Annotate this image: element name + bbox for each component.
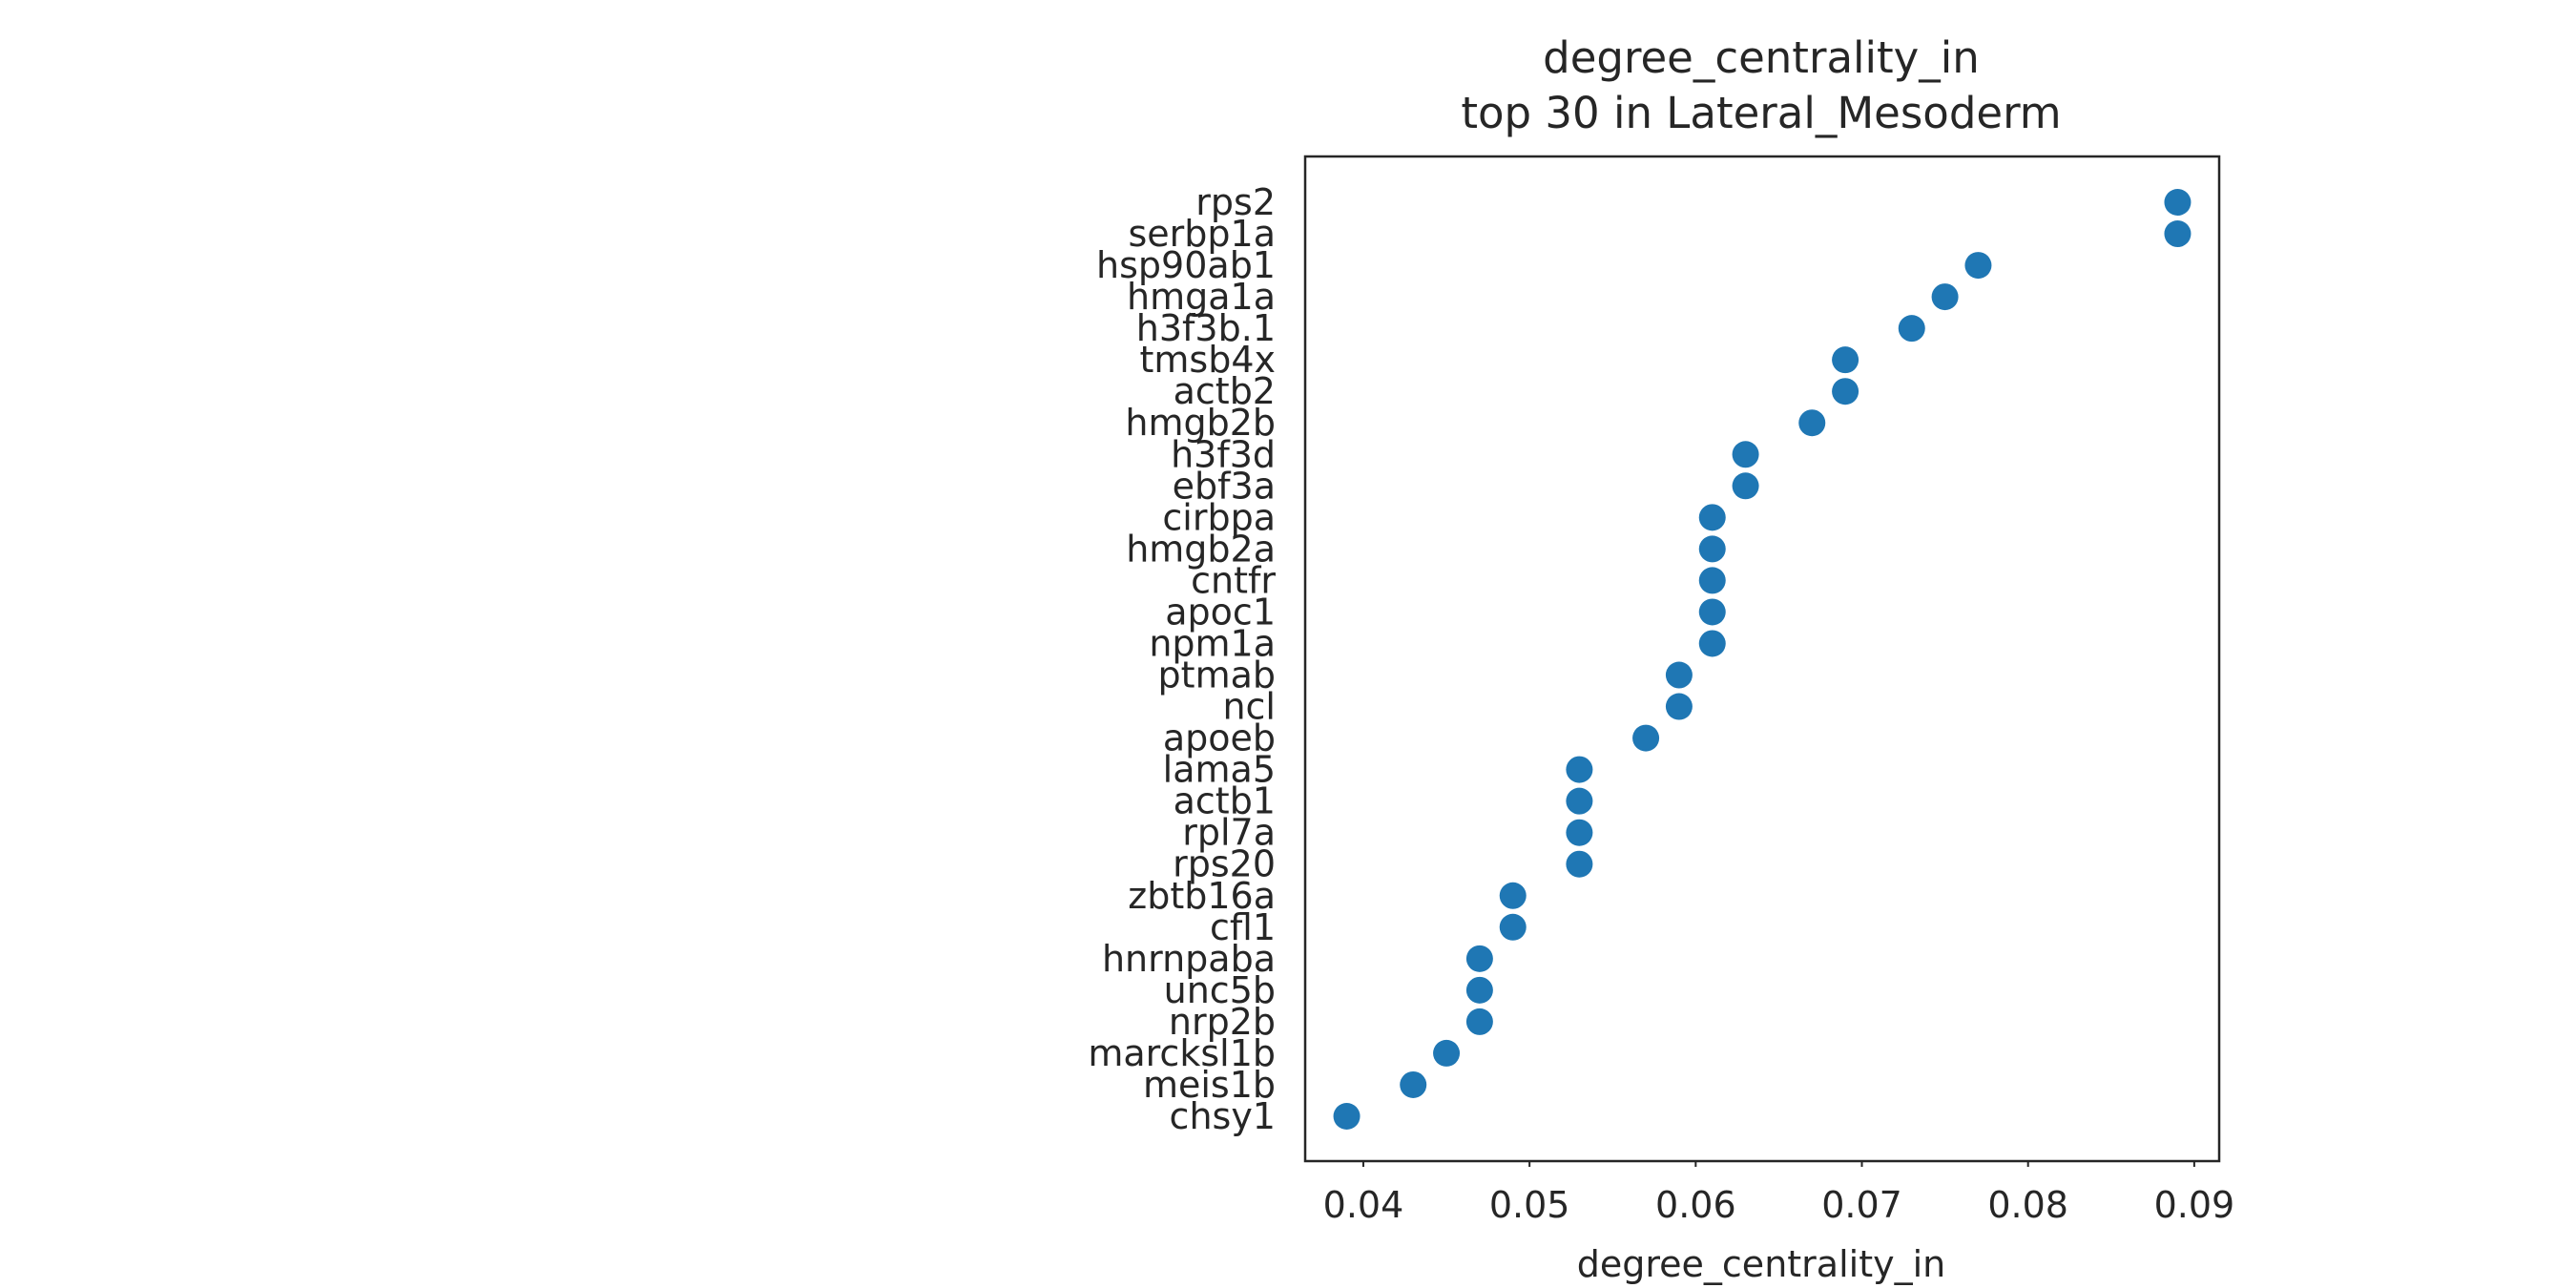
chart-subtitle: top 30 in Lateral_Mesoderm <box>1461 88 2061 138</box>
data-point <box>1698 630 1726 657</box>
data-point <box>1465 1008 1493 1035</box>
data-point <box>1465 945 1493 972</box>
y-tick-label: meis1b <box>1143 1064 1276 1106</box>
data-point <box>1499 882 1527 909</box>
x-tick-label: 0.04 <box>1323 1184 1404 1226</box>
data-point <box>1465 976 1493 1004</box>
y-tick-label: apoeb <box>1163 717 1276 759</box>
y-tick-label: hnrnpaba <box>1102 938 1276 980</box>
x-axis-label: degree_centrality_in <box>1577 1243 1945 1285</box>
y-tick-label: rps2 <box>1195 181 1276 223</box>
data-point <box>1566 787 1593 815</box>
data-point <box>1964 252 1992 280</box>
x-tick-label: 0.08 <box>1987 1184 2068 1226</box>
data-point <box>1566 756 1593 783</box>
x-tick-label: 0.06 <box>1655 1184 1736 1226</box>
data-point <box>1732 472 1759 500</box>
data-point <box>1665 693 1693 720</box>
y-tick-labels: rps2serbp1ahsp90ab1hmga1ah3f3b.1tmsb4xac… <box>1088 181 1276 1137</box>
y-tick-label: hsp90ab1 <box>1096 244 1276 286</box>
y-tick-label: apoc1 <box>1165 591 1276 633</box>
x-tick-label: 0.05 <box>1489 1184 1570 1226</box>
y-tick-label: zbtb16a <box>1128 875 1276 917</box>
data-point <box>1832 378 1859 405</box>
y-tick-label: cfl1 <box>1210 906 1276 948</box>
x-tick-label: 0.09 <box>2154 1184 2235 1226</box>
data-point <box>1732 441 1759 468</box>
x-tick-label: 0.07 <box>1821 1184 1902 1226</box>
data-point <box>1400 1070 1427 1098</box>
data-point <box>1898 315 1925 343</box>
plot-area <box>1303 155 2221 1163</box>
y-tick-label: rpl7a <box>1182 812 1276 854</box>
y-tick-label: h3f3b.1 <box>1136 307 1276 349</box>
y-tick-label: ptmab <box>1158 654 1276 696</box>
y-tick-label: nrp2b <box>1169 1001 1276 1043</box>
data-point <box>1632 724 1660 752</box>
y-tick-label: h3f3d <box>1171 433 1276 475</box>
y-tick-label: rps20 <box>1173 843 1276 885</box>
y-tick-label: serbp1a <box>1128 213 1276 255</box>
data-point <box>2164 220 2192 248</box>
data-point <box>1832 346 1859 374</box>
data-points <box>1333 189 2192 1130</box>
y-tick-label: hmgb2a <box>1126 528 1276 570</box>
y-tick-label: tmsb4x <box>1140 339 1277 381</box>
y-tick-label: lama5 <box>1163 749 1276 791</box>
data-point <box>1698 598 1726 626</box>
x-tick-labels: 0.04 0.05 0.06 0.07 0.08 0.09 <box>1323 1161 2235 1226</box>
data-point <box>1798 409 1826 437</box>
data-point <box>1931 283 1959 311</box>
data-point <box>1698 504 1726 531</box>
data-point <box>1499 913 1527 941</box>
data-point <box>1333 1103 1361 1130</box>
data-point <box>2164 189 2192 216</box>
y-tick-label: npm1a <box>1149 622 1276 664</box>
y-tick-label: chsy1 <box>1170 1095 1276 1137</box>
y-tick-label: unc5b <box>1164 969 1276 1011</box>
y-tick-label: actb2 <box>1174 370 1276 412</box>
y-tick-label: hmga1a <box>1127 276 1276 318</box>
data-point <box>1665 661 1693 689</box>
data-point <box>1433 1039 1461 1067</box>
data-point <box>1566 819 1593 846</box>
data-point <box>1566 850 1593 878</box>
y-tick-label: cirbpa <box>1162 496 1276 538</box>
y-tick-label: cntfr <box>1191 559 1276 601</box>
data-point <box>1698 535 1726 563</box>
y-tick-label: actb1 <box>1174 780 1276 822</box>
y-tick-label: ebf3a <box>1173 465 1276 507</box>
y-tick-label: ncl <box>1222 686 1276 728</box>
chart-title: degree_centrality_in <box>1543 32 1980 83</box>
data-point <box>1698 567 1726 594</box>
y-tick-label: hmgb2b <box>1125 402 1276 444</box>
y-tick-label: marcksl1b <box>1088 1032 1276 1074</box>
